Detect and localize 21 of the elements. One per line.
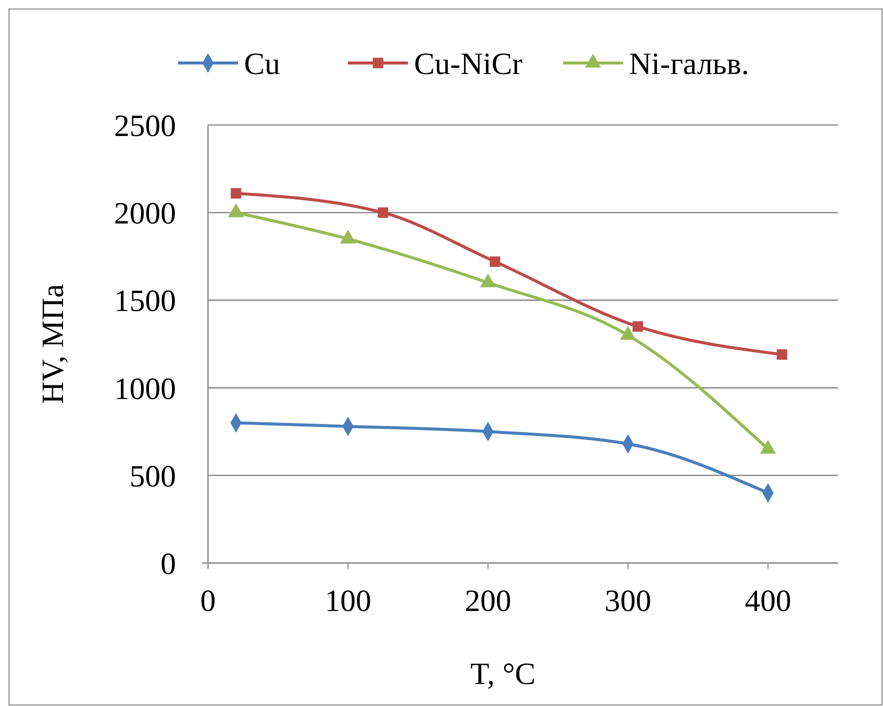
point xyxy=(776,349,788,360)
y-axis-title: HV, МПа xyxy=(35,284,70,404)
x-tick-label: 300 xyxy=(604,583,652,618)
y-tick-label: 500 xyxy=(130,458,176,494)
legend-label: Cu-NiCr xyxy=(414,46,524,81)
y-tick-label: 1000 xyxy=(114,370,176,406)
legend-label: Ni-гальв. xyxy=(629,46,750,81)
x-tick-label: 0 xyxy=(200,583,216,618)
y-tick-label: 2500 xyxy=(114,108,176,143)
x-tick-label: 200 xyxy=(464,583,512,618)
point xyxy=(490,256,500,267)
x-axis-title: T, °C xyxy=(470,656,536,691)
y-tick-label: 1500 xyxy=(114,283,176,318)
legend-label: Cu xyxy=(244,46,280,81)
y-tick-label: 2000 xyxy=(114,196,176,231)
point xyxy=(230,188,242,199)
point xyxy=(378,207,388,218)
x-tick-label: 100 xyxy=(324,583,372,618)
y-tick-label: 0 xyxy=(160,546,176,581)
x-tick-label: 400 xyxy=(744,583,792,618)
point xyxy=(632,321,644,332)
